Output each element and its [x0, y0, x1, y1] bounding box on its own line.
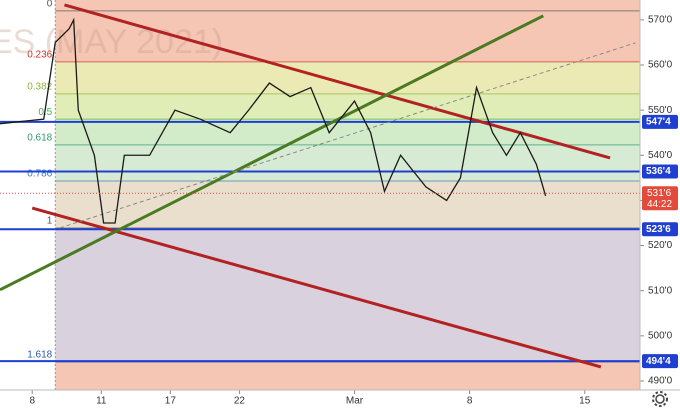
- fib-band: [55, 181, 641, 228]
- watermark: ES (MAY 2021): [0, 23, 223, 61]
- trend-line: [31, 206, 602, 369]
- x-tick-label: 8: [467, 396, 473, 407]
- y-tick-label: 560'0: [648, 60, 673, 71]
- trend-line: [59, 42, 636, 229]
- countdown: 44:22: [647, 199, 672, 210]
- fib-band: [55, 10, 641, 62]
- fib-label: 0.5: [38, 107, 52, 118]
- x-tick-label: 11: [96, 396, 107, 407]
- y-tick-label: 570'0: [648, 15, 673, 26]
- price-tag: [642, 164, 678, 179]
- fib-band: [55, 119, 641, 145]
- price-tag: [642, 114, 678, 129]
- fib-label: 0.382: [27, 82, 52, 93]
- last-price-tag: [642, 186, 678, 211]
- trend-line: [64, 3, 611, 160]
- y-tick-label: 500'0: [648, 330, 673, 341]
- x-tick-label: Mar: [346, 396, 364, 407]
- price-tag-label: 536'4: [646, 166, 671, 177]
- y-tick-label: 490'0: [648, 376, 673, 387]
- y-tick-label: 510'0: [648, 285, 673, 296]
- last-price-label: 531'6: [647, 188, 672, 199]
- x-tick-label: 17: [165, 396, 177, 407]
- y-tick-label: 550'0: [648, 105, 673, 116]
- price-tag-label: 494'4: [646, 356, 671, 367]
- x-tick-label: 22: [234, 396, 246, 407]
- gear-teeth: [652, 391, 668, 407]
- fib-band: [55, 61, 641, 94]
- price-tag: [642, 222, 678, 237]
- price-tag-label: 547'4: [646, 117, 671, 128]
- fib-label: 1: [47, 216, 53, 227]
- price-tag-label: 523'6: [646, 224, 671, 235]
- fib-label: 1.618: [27, 350, 52, 361]
- fib-band: [55, 362, 641, 390]
- fib-label: 0.786: [27, 169, 52, 180]
- price-tag: [642, 354, 678, 369]
- x-tick-label: 8: [29, 396, 35, 407]
- x-tick-label: 15: [579, 396, 591, 407]
- y-tick-label: 520'0: [648, 240, 673, 251]
- fib-band: [55, 144, 641, 182]
- fib-label: 0.236: [27, 49, 52, 60]
- settings-icon[interactable]: [652, 391, 668, 407]
- price-line: [0, 17, 547, 224]
- fib-label: 0.618: [27, 133, 52, 144]
- gear: [655, 394, 665, 404]
- fib-label: 0: [47, 0, 53, 9]
- y-tick-label: 540'0: [648, 150, 673, 161]
- fib-band: [55, 0, 641, 11]
- trend-line: [0, 14, 544, 292]
